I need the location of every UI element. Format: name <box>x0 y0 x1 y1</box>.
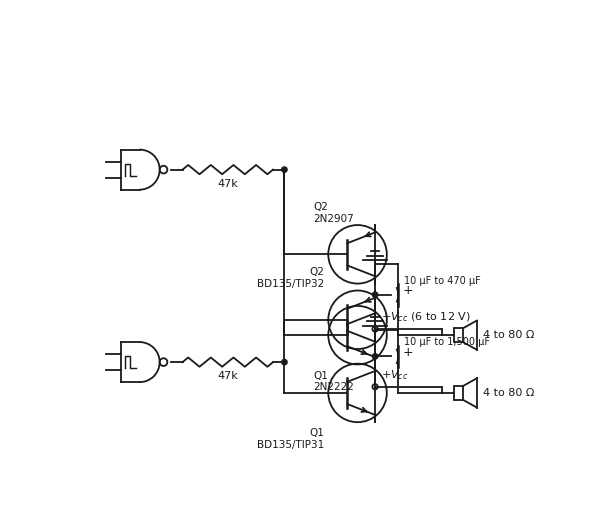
Text: 47k: 47k <box>217 179 238 189</box>
Bar <box>454 386 463 400</box>
Text: +: + <box>403 346 413 359</box>
Text: +: + <box>403 285 413 297</box>
Text: Q1
BD135/TIP31: Q1 BD135/TIP31 <box>257 428 325 450</box>
Text: Q1
2N2222: Q1 2N2222 <box>313 371 354 392</box>
Bar <box>454 328 463 342</box>
Text: 47k: 47k <box>217 371 238 381</box>
Text: 4 to 80 Ω: 4 to 80 Ω <box>483 330 535 340</box>
Text: $+V_{cc}$ (6 to 12 V): $+V_{cc}$ (6 to 12 V) <box>381 311 471 324</box>
Text: Q2
BD135/TIP32: Q2 BD135/TIP32 <box>257 267 325 289</box>
Text: $+V_{cc}$: $+V_{cc}$ <box>381 369 409 382</box>
Text: 4 to 80 Ω: 4 to 80 Ω <box>483 388 535 398</box>
Circle shape <box>282 360 287 365</box>
Circle shape <box>373 292 378 297</box>
Text: 10 μF to 470 μF: 10 μF to 470 μF <box>404 276 481 286</box>
Circle shape <box>282 167 287 172</box>
Text: Q2
2N2907: Q2 2N2907 <box>313 202 353 223</box>
Circle shape <box>373 354 378 359</box>
Text: 10 μF to 1,500 μF: 10 μF to 1,500 μF <box>404 337 490 347</box>
